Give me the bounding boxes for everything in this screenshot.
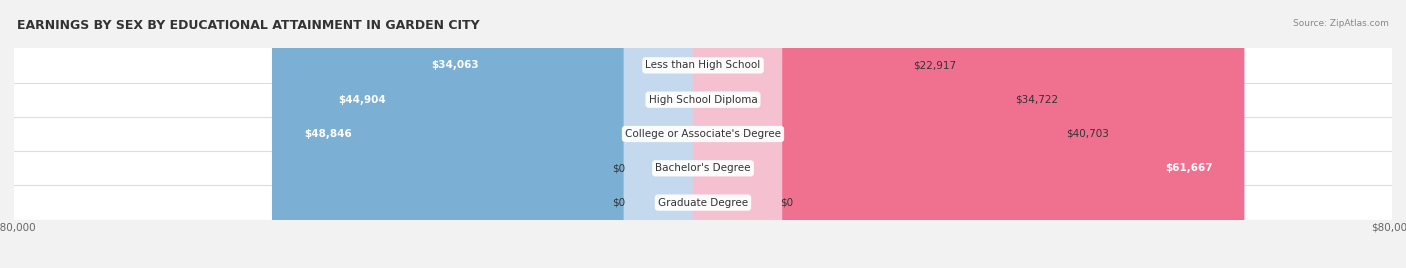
Text: $22,917: $22,917 (914, 60, 956, 70)
Text: $44,904: $44,904 (337, 95, 385, 105)
FancyBboxPatch shape (693, 0, 911, 268)
Text: EARNINGS BY SEX BY EDUCATIONAL ATTAINMENT IN GARDEN CITY: EARNINGS BY SEX BY EDUCATIONAL ATTAINMEN… (17, 19, 479, 32)
Text: $48,846: $48,846 (304, 129, 352, 139)
Text: Source: ZipAtlas.com: Source: ZipAtlas.com (1294, 19, 1389, 28)
FancyBboxPatch shape (693, 0, 1012, 268)
FancyBboxPatch shape (624, 0, 713, 268)
FancyBboxPatch shape (693, 0, 1244, 268)
Text: $0: $0 (613, 163, 626, 173)
Text: Bachelor's Degree: Bachelor's Degree (655, 163, 751, 173)
FancyBboxPatch shape (624, 0, 713, 268)
FancyBboxPatch shape (693, 0, 1064, 268)
FancyBboxPatch shape (399, 0, 713, 268)
Text: Graduate Degree: Graduate Degree (658, 198, 748, 208)
Text: Less than High School: Less than High School (645, 60, 761, 70)
Text: $34,722: $34,722 (1015, 95, 1059, 105)
FancyBboxPatch shape (307, 0, 713, 268)
Text: $40,703: $40,703 (1066, 129, 1109, 139)
FancyBboxPatch shape (271, 0, 713, 268)
Text: $61,667: $61,667 (1166, 163, 1212, 173)
Text: $34,063: $34,063 (432, 60, 479, 70)
Text: College or Associate's Degree: College or Associate's Degree (626, 129, 780, 139)
Text: $0: $0 (613, 198, 626, 208)
Text: High School Diploma: High School Diploma (648, 95, 758, 105)
FancyBboxPatch shape (693, 0, 782, 268)
Text: $0: $0 (780, 198, 793, 208)
